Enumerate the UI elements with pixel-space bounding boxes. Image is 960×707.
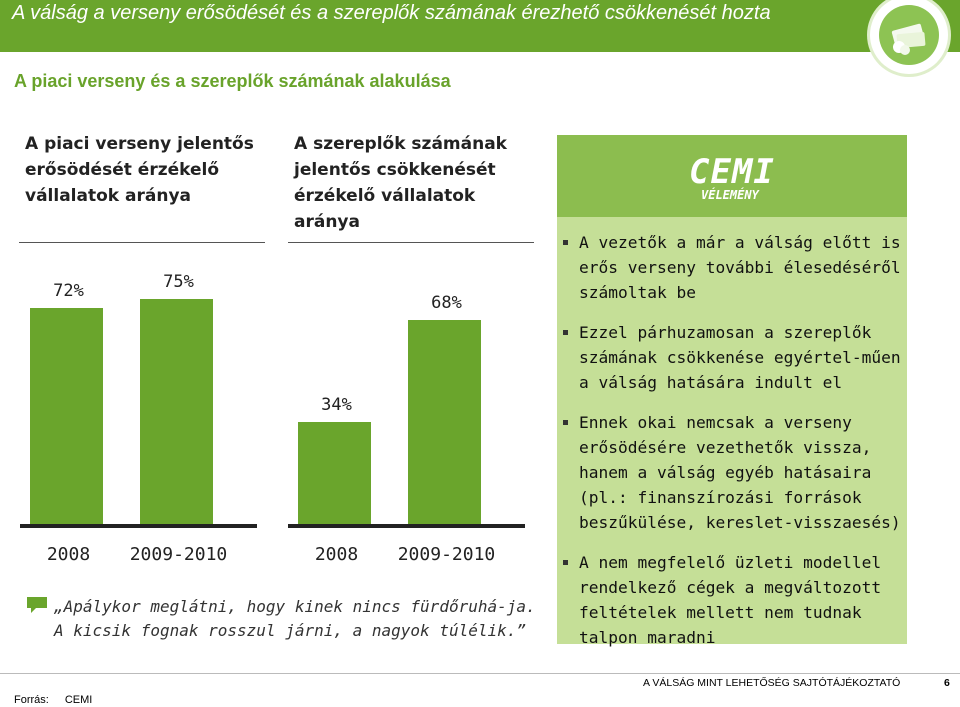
cemi-logo-text: CEMI xyxy=(689,152,775,192)
chart-title-rule-1 xyxy=(19,242,265,243)
bullet-text: A nem megfelelő üzleti modellel rendelke… xyxy=(579,553,882,647)
bullet-text: A vezetők a már a válság előtt is erős v… xyxy=(579,233,901,302)
quote-text: „Apálykor meglátni, hogy kinek nincs für… xyxy=(54,597,536,640)
bar-2008 xyxy=(298,422,371,524)
footer-divider xyxy=(0,673,960,674)
bullet-icon xyxy=(563,560,568,565)
chart-title-1: A piaci verseny jelentős erősödését érzé… xyxy=(25,134,254,206)
category-label: 2008 xyxy=(315,544,358,565)
list-item: A vezetők a már a válság előtt is erős v… xyxy=(563,230,904,305)
list-item: A nem megfelelő üzleti modellel rendelke… xyxy=(563,550,904,650)
category-label: 2009-2010 xyxy=(398,544,496,565)
speech-bubble-icon xyxy=(27,597,47,613)
opinion-bullet-list: A vezetők a már a válság előtt is erős v… xyxy=(563,230,904,665)
bullet-text: Ennek okai nemcsak a verseny erősödésére… xyxy=(579,413,901,532)
bar-chart-players: 34% 2008 68% 2009-2010 xyxy=(288,293,525,565)
page-number: 6 xyxy=(944,677,950,689)
page-title: A válság a verseny erősödését és a szere… xyxy=(12,2,771,24)
cemi-opinion-panel: CEMI VÉLEMÉNY A vezetők a már a válság e… xyxy=(557,135,907,647)
data-label: 68% xyxy=(431,293,462,313)
data-label: 34% xyxy=(321,395,352,415)
bar-2008 xyxy=(30,308,103,524)
bullet-icon xyxy=(563,330,568,335)
section-subtitle: A piaci verseny és a szereplők számának … xyxy=(14,71,451,91)
category-label: 2009-2010 xyxy=(130,544,228,565)
list-item: Ezzel párhuzamosan a szereplők számának … xyxy=(563,320,904,395)
header-bar: A válság a verseny erősödését és a szere… xyxy=(0,0,960,52)
list-item: Ennek okai nemcsak a verseny erősödésére… xyxy=(563,410,904,535)
bar-2009-2010 xyxy=(140,299,213,524)
money-logo-icon xyxy=(870,0,948,74)
chart-baseline xyxy=(20,524,257,528)
panel-header: CEMI VÉLEMÉNY xyxy=(557,135,907,217)
chart-baseline xyxy=(288,524,525,528)
cemi-logo: CEMI VÉLEMÉNY xyxy=(689,152,775,202)
source-note: Forrás: CEMI xyxy=(14,694,92,706)
bullet-icon xyxy=(563,420,568,425)
bullet-icon xyxy=(563,240,568,245)
source-label: Forrás: xyxy=(14,694,49,706)
bar-2009-2010 xyxy=(408,320,481,524)
source-value: CEMI xyxy=(64,694,93,706)
data-label: 75% xyxy=(163,272,194,292)
footer-caption: A VÁLSÁG MINT LEHETŐSÉG SAJTÓTÁJÉKOZTATÓ xyxy=(643,677,901,689)
cemi-logo-subtext: VÉLEMÉNY xyxy=(701,187,760,202)
category-label: 2008 xyxy=(47,544,90,565)
chart-title-2: A szereplők számának jelentős csökkenésé… xyxy=(294,134,507,232)
chart-title-rule-2 xyxy=(288,242,534,243)
data-label: 72% xyxy=(53,281,84,301)
bullet-text: Ezzel párhuzamosan a szereplők számának … xyxy=(579,323,901,392)
bar-chart-competition: 72% 2008 75% 2009-2010 xyxy=(20,272,257,565)
